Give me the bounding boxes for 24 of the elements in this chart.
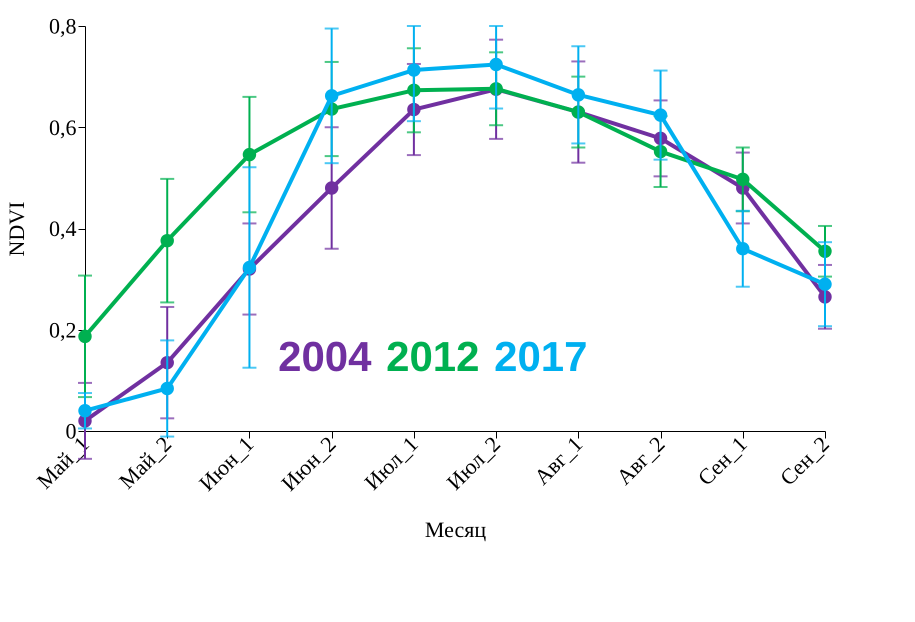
point — [818, 277, 832, 291]
point — [654, 108, 668, 122]
point — [489, 58, 503, 72]
y-tick-label: 0,2 — [49, 317, 76, 342]
y-tick-label: 0 — [66, 418, 76, 444]
y-tick-label: 0,6 — [49, 114, 76, 140]
text: 2012 — [386, 333, 480, 380]
y-tick-label: 0,8 — [49, 14, 76, 38]
y-axis-title: NDVI — [4, 202, 29, 256]
point — [78, 404, 92, 418]
text: 2017 — [494, 333, 588, 380]
point — [160, 234, 174, 248]
point — [160, 382, 174, 396]
series-label: 2004 — [278, 333, 372, 380]
point — [324, 181, 338, 195]
point — [242, 148, 256, 162]
point — [736, 242, 750, 256]
y-tick-label: 0,4 — [49, 216, 76, 241]
x-axis-title: Месяц — [424, 517, 486, 542]
point — [736, 172, 750, 186]
point — [572, 88, 586, 102]
point — [78, 330, 92, 344]
point — [324, 89, 338, 103]
point — [407, 63, 421, 77]
